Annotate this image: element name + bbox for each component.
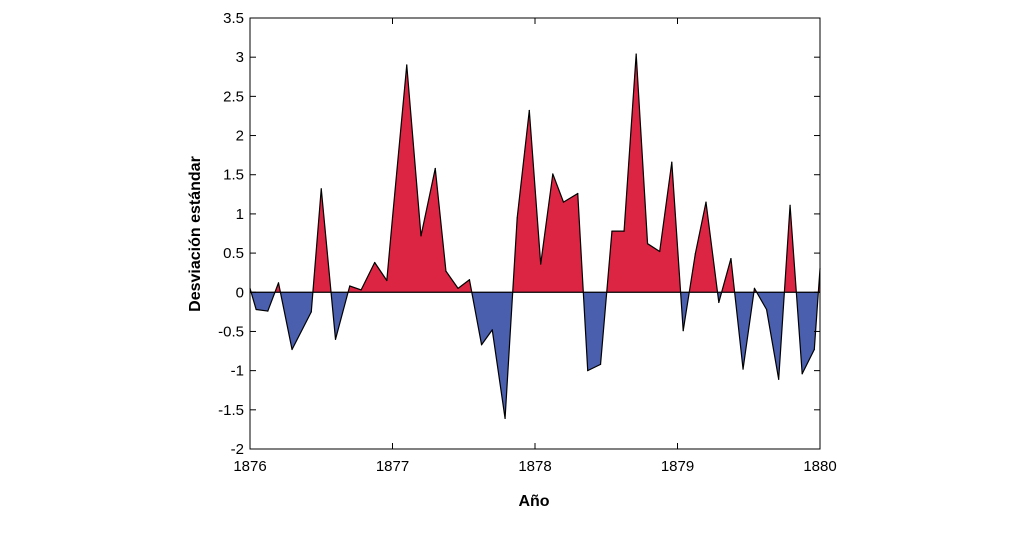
data-point-4 bbox=[291, 348, 293, 351]
x-tick-label-1: 1877 bbox=[376, 458, 409, 475]
positive-area-8 bbox=[512, 110, 584, 293]
data-point-47 bbox=[813, 348, 815, 351]
data-point-22 bbox=[516, 217, 518, 219]
y-tick-label-7: 1.5 bbox=[223, 167, 244, 184]
data-point-18 bbox=[468, 279, 471, 281]
negative-area-7 bbox=[471, 292, 513, 419]
data-point-21 bbox=[504, 417, 506, 420]
y-tick-label-6: 1 bbox=[236, 206, 244, 223]
data-point-28 bbox=[587, 370, 589, 372]
x-tick-label-0: 1876 bbox=[233, 458, 266, 475]
area-layer bbox=[250, 54, 820, 419]
y-axis-title: Desviación estándar bbox=[187, 156, 204, 312]
x-tick-label-3: 1879 bbox=[661, 458, 694, 475]
positive-area-4 bbox=[312, 188, 332, 293]
negative-area-9 bbox=[583, 292, 607, 371]
data-point-25 bbox=[552, 173, 554, 175]
data-point-38 bbox=[705, 201, 707, 203]
y-tick-label-3: -0.5 bbox=[218, 323, 244, 340]
y-tick-label-2: -1 bbox=[231, 363, 244, 380]
data-point-12 bbox=[391, 217, 394, 219]
data-point-33 bbox=[646, 243, 649, 245]
data-point-30 bbox=[611, 230, 613, 232]
data-point-39 bbox=[718, 301, 720, 304]
data-point-19 bbox=[480, 344, 483, 346]
y-tick-label-0: -2 bbox=[231, 441, 244, 458]
y-tick-label-9: 2.5 bbox=[223, 88, 244, 105]
positive-area-12 bbox=[689, 202, 718, 293]
data-point-2 bbox=[267, 310, 269, 312]
data-point-36 bbox=[682, 330, 684, 332]
data-point-42 bbox=[753, 287, 756, 289]
data-point-35 bbox=[671, 161, 673, 163]
positive-area-6 bbox=[348, 65, 472, 293]
data-point-23 bbox=[528, 109, 530, 112]
outline-layer bbox=[249, 53, 821, 420]
data-point-17 bbox=[457, 287, 459, 289]
y-tick-label-10: 3 bbox=[236, 49, 244, 66]
data-point-45 bbox=[789, 204, 791, 206]
data-point-43 bbox=[765, 308, 768, 311]
data-point-26 bbox=[562, 201, 565, 203]
x-axis-title: Año bbox=[518, 493, 549, 510]
data-point-7 bbox=[334, 338, 337, 340]
data-point-40 bbox=[730, 257, 732, 260]
y-tick-label-8: 2 bbox=[236, 128, 244, 145]
data-point-13 bbox=[406, 64, 408, 66]
y-tick-label-1: -1.5 bbox=[218, 402, 244, 419]
data-point-16 bbox=[445, 270, 447, 272]
negative-area-3 bbox=[280, 292, 313, 350]
positive-area-10 bbox=[606, 54, 681, 293]
data-point-6 bbox=[320, 188, 322, 190]
data-point-41 bbox=[742, 368, 744, 370]
negative-area-15 bbox=[734, 292, 754, 370]
data-point-20 bbox=[491, 329, 493, 331]
data-point-1 bbox=[255, 308, 257, 311]
x-tick-label-2: 1878 bbox=[518, 458, 551, 475]
data-point-3 bbox=[277, 282, 280, 284]
x-tick-label-4: 1880 bbox=[803, 458, 836, 475]
data-point-8 bbox=[349, 285, 351, 287]
ticks-layer: -2 -1.5 -1 -0.5 0 0.5 1 1.5 2 2.5 3 3.5 1876 1877 1878… bbox=[218, 10, 837, 475]
y-tick-label-11: 3.5 bbox=[223, 10, 244, 27]
data-point-15 bbox=[434, 167, 436, 170]
negative-area-17 bbox=[756, 292, 785, 380]
negative-area-19 bbox=[796, 292, 819, 374]
y-tick-label-4: 0 bbox=[236, 284, 244, 301]
data-point-31 bbox=[623, 230, 625, 232]
data-point-14 bbox=[420, 235, 422, 237]
data-point-29 bbox=[599, 363, 602, 365]
data-point-44 bbox=[778, 378, 780, 380]
data-point-9 bbox=[360, 289, 362, 291]
positive-area-18 bbox=[784, 205, 797, 293]
data-point-34 bbox=[659, 250, 661, 253]
data-point-24 bbox=[540, 263, 542, 265]
data-point-27 bbox=[577, 192, 579, 195]
data-point-32 bbox=[635, 53, 637, 55]
negative-area-5 bbox=[331, 292, 349, 340]
data-point-5 bbox=[310, 311, 312, 313]
y-tick-label-5: 0.5 bbox=[223, 245, 244, 262]
data-point-46 bbox=[801, 373, 803, 375]
data-point-11 bbox=[386, 279, 388, 282]
data-point-10 bbox=[374, 261, 376, 264]
data-point-37 bbox=[694, 253, 696, 255]
